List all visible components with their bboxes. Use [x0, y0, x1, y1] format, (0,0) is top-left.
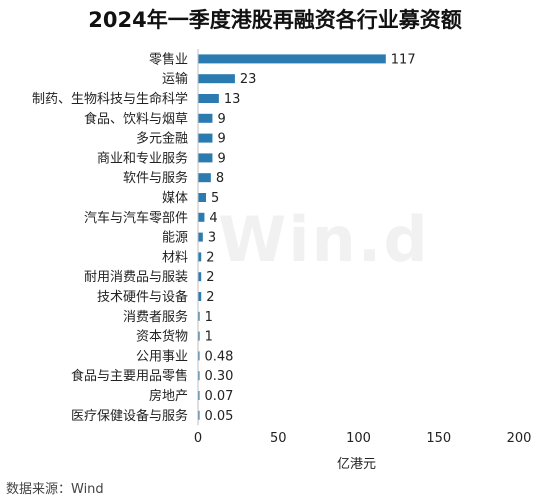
category-label: 资本货物	[136, 329, 188, 345]
watermark: Win.d	[218, 203, 430, 276]
category-labels: 零售业运输制药、生物科技与生命科学食品、饮料与烟草多元金融商业和专业服务软件与服…	[32, 51, 188, 423]
data-label: 13	[224, 92, 241, 107]
data-label: 0.30	[205, 369, 234, 384]
bar	[198, 371, 200, 381]
category-label: 制药、生物科技与生命科学	[32, 91, 188, 107]
data-label: 2	[206, 290, 214, 305]
bar	[198, 311, 200, 321]
data-label: 5	[211, 191, 219, 206]
bar	[198, 351, 200, 361]
category-label: 零售业	[149, 51, 188, 67]
bar	[198, 272, 202, 282]
bar	[198, 193, 207, 202]
category-label: 软件与服务	[123, 170, 188, 186]
bar	[198, 391, 200, 400]
data-label: 0.05	[205, 409, 234, 424]
category-label: 耐用消费品与服装	[84, 270, 188, 285]
bar	[198, 133, 213, 143]
bar	[198, 74, 235, 84]
category-label: 汽车与汽车零部件	[84, 210, 188, 226]
bar	[198, 54, 386, 64]
x-tick-label: 100	[346, 431, 371, 446]
bar	[198, 292, 202, 301]
data-label: 2	[206, 250, 214, 265]
category-label: 食品、饮料与烟草	[84, 111, 188, 127]
source-note: 数据来源：Wind	[6, 482, 104, 497]
x-tick-label: 150	[426, 431, 451, 446]
data-label: 2	[206, 270, 214, 285]
x-tick-label: 0	[194, 431, 202, 446]
bar	[198, 113, 213, 123]
bar	[198, 232, 203, 242]
bar	[198, 410, 200, 420]
data-label: 9	[217, 112, 225, 127]
bar	[198, 173, 211, 183]
category-label: 技术硬件与设备	[97, 289, 188, 305]
category-label: 消费者服务	[123, 309, 188, 325]
bar	[198, 94, 219, 103]
x-axis-label: 亿港元	[337, 457, 376, 472]
category-label: 商业和专业服务	[97, 150, 188, 166]
bar	[198, 252, 202, 262]
data-label: 8	[216, 171, 224, 186]
data-label: 117	[391, 52, 416, 67]
data-label: 3	[208, 231, 216, 246]
category-label: 医疗保健设备与服务	[71, 408, 188, 424]
data-label: 9	[217, 132, 225, 147]
data-label: 9	[217, 151, 225, 166]
category-label: 公用事业	[136, 349, 188, 364]
chart-title: 2024年一季度港股再融资各行业募资额	[88, 8, 462, 32]
category-label: 多元金融	[136, 131, 188, 147]
data-label: 0.48	[205, 349, 234, 364]
bar	[198, 153, 213, 163]
x-tick-label: 200	[507, 431, 532, 446]
x-tick-label: 50	[270, 431, 287, 446]
data-label: 1	[205, 310, 213, 325]
bar	[198, 212, 205, 222]
data-label: 0.07	[205, 389, 234, 404]
bar	[198, 331, 200, 341]
category-label: 食品与主要用品零售	[71, 368, 188, 384]
category-label: 媒体	[162, 191, 188, 206]
data-label: 1	[205, 330, 213, 345]
category-label: 材料	[162, 250, 188, 265]
data-label: 4	[209, 211, 217, 226]
bars	[198, 54, 386, 420]
category-label: 房地产	[149, 388, 188, 404]
category-label: 能源	[162, 231, 188, 246]
x-tick-labels: 0 50 100 150 200	[194, 431, 532, 446]
data-label: 23	[240, 72, 257, 87]
category-label: 运输	[162, 71, 188, 87]
data-labels: 117 23 13 9 9 9 8 5 4 3 2 2 2 1 1 0.48 0.30 0.07 0.05	[205, 52, 416, 423]
